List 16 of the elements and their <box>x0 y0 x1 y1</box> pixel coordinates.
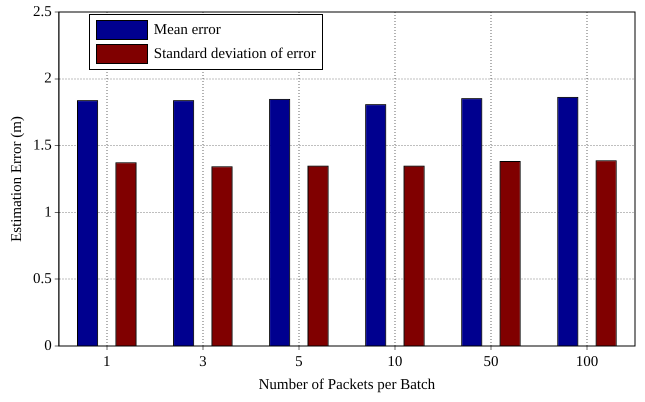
legend-label: Mean error <box>154 22 221 38</box>
y-tick-label: 1 <box>44 204 52 220</box>
x-axis-title: Number of Packets per Batch <box>258 376 436 393</box>
y-tick-label: 2 <box>44 70 52 87</box>
x-tick-label: 3 <box>199 354 207 370</box>
legend-label: Standard deviation of error <box>154 46 316 62</box>
y-tick-label: 1.5 <box>33 138 52 154</box>
y-axis-title: Estimation Error (m) <box>8 116 25 242</box>
y-tick-label: 0.5 <box>33 271 52 288</box>
x-tick-label: 1 <box>103 354 111 370</box>
y-tick-label: 0 <box>44 338 52 354</box>
y-tick-label: 2.5 <box>33 4 52 20</box>
x-tick-label: 50 <box>483 354 498 370</box>
x-tick-label: 10 <box>387 354 402 370</box>
x-tick-label: 100 <box>576 354 598 370</box>
x-tick-label: 5 <box>295 354 303 370</box>
